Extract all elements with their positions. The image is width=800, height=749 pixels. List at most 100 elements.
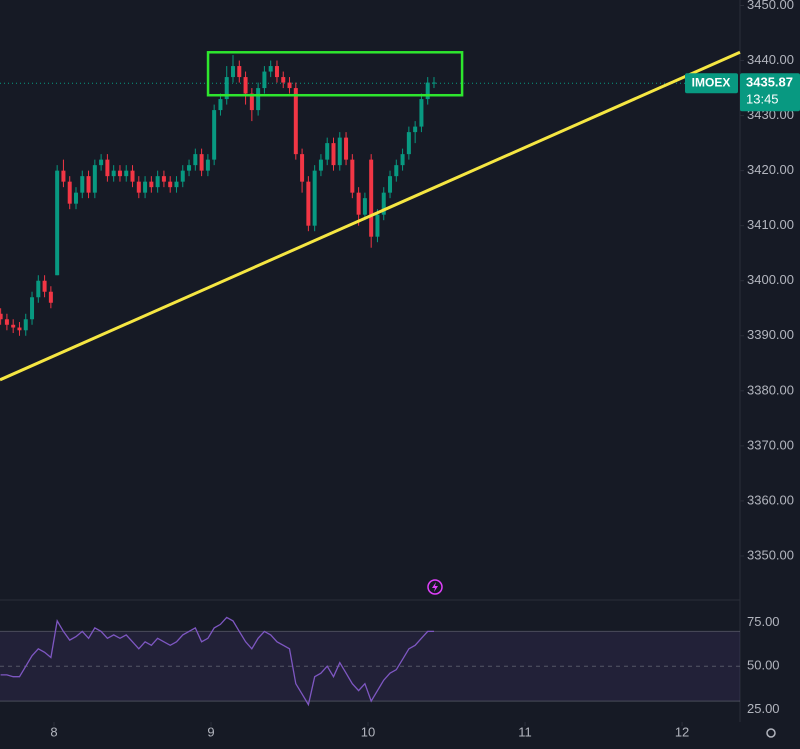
candle-body (337, 137, 342, 166)
candle-body (42, 280, 47, 292)
candle-body (61, 170, 66, 182)
candle-body (362, 198, 367, 215)
price-label-bg (740, 73, 800, 112)
candle-body (205, 159, 210, 171)
x-tick-label: 11 (518, 724, 532, 739)
y-tick-label: 3450.00 (747, 0, 794, 12)
settings-icon[interactable] (766, 728, 776, 738)
candle-body (268, 66, 273, 72)
x-tick-label: 12 (675, 724, 689, 739)
candle-body (249, 93, 254, 111)
y-tick-label: 3360.00 (747, 492, 794, 507)
candle-body (117, 170, 122, 177)
candle-body (431, 82, 436, 84)
candle-body (218, 99, 223, 111)
rsi-tick-label: 50.00 (747, 658, 780, 673)
candle-body (300, 154, 305, 182)
resistance-box (206, 51, 464, 97)
y-tick-label: 3400.00 (747, 272, 794, 287)
price-time: 13:45 (746, 92, 779, 107)
candle-body (161, 176, 166, 182)
candle-body (143, 181, 148, 193)
candle-body (174, 181, 179, 188)
candle-body (124, 170, 129, 177)
candle-body (48, 291, 53, 303)
candle-body (168, 181, 173, 188)
candle-body (23, 319, 28, 331)
candle-body (419, 99, 424, 127)
candle-body (237, 66, 242, 78)
candle-body (180, 170, 185, 182)
candle-body (312, 170, 317, 226)
candle-body (92, 165, 97, 193)
candle-body (136, 181, 141, 193)
candle-body (406, 132, 411, 155)
candle-body (243, 77, 248, 94)
candle-body (274, 66, 279, 78)
y-tick-label: 3380.00 (747, 382, 794, 397)
candle-body (212, 110, 217, 160)
candle-body (130, 170, 135, 182)
candle-body (425, 82, 430, 100)
candle-body (231, 66, 236, 78)
candle-body (224, 77, 229, 100)
candle-body (11, 324, 16, 328)
candle-body (67, 181, 72, 204)
icon-bolt (432, 582, 438, 592)
candle-body (318, 159, 323, 171)
y-tick-label: 3410.00 (747, 217, 794, 232)
candle-body (344, 137, 349, 160)
lightning-icon[interactable] (427, 579, 443, 595)
price-label: 3435.87 (746, 75, 793, 90)
candle-body (193, 154, 198, 166)
candle-body (293, 88, 298, 155)
candle-body (306, 181, 311, 226)
candle-body (30, 297, 35, 320)
candle-body (86, 176, 91, 193)
x-tick-label: 9 (207, 724, 214, 739)
rsi-tick-label: 25.00 (747, 701, 780, 716)
icon-ring (427, 579, 443, 595)
candle-body (0, 313, 3, 320)
candle-body (17, 327, 22, 331)
candle-body (99, 159, 104, 166)
candle-body (325, 143, 330, 160)
candle-body (187, 165, 192, 171)
candle-body (394, 165, 399, 177)
candle-body (80, 176, 85, 193)
candle-body (388, 176, 393, 193)
y-tick-label: 3350.00 (747, 547, 794, 562)
candle-body (256, 88, 261, 111)
candle-body (36, 280, 41, 298)
candle-body (111, 170, 116, 177)
x-tick-label: 10 (361, 724, 375, 739)
rsi-tick-label: 75.00 (747, 614, 780, 629)
candle-body (199, 154, 204, 171)
rsi-line (0, 616, 434, 707)
y-tick-label: 3390.00 (747, 327, 794, 342)
candle-body (4, 319, 9, 325)
candle-body (381, 192, 386, 215)
candle-body (105, 159, 110, 177)
trendline (0, 50, 741, 382)
y-tick-label: 3370.00 (747, 437, 794, 452)
symbol-label-bg (685, 73, 738, 94)
x-tick-label: 8 (50, 724, 57, 739)
candle-body (281, 77, 286, 83)
candle-body (400, 154, 405, 166)
candle-body (155, 176, 160, 188)
candle-body (149, 181, 154, 188)
candle-body (262, 71, 267, 89)
candle-body (73, 192, 78, 204)
candle-body (413, 126, 418, 133)
icon-gear (766, 728, 776, 738)
candle-body (55, 170, 60, 276)
candle-body (356, 192, 361, 215)
candle-body (287, 82, 292, 89)
candle-body (350, 159, 355, 193)
y-tick-label: 3440.00 (747, 52, 794, 67)
candle-body (369, 159, 374, 237)
candle-body (331, 143, 336, 166)
